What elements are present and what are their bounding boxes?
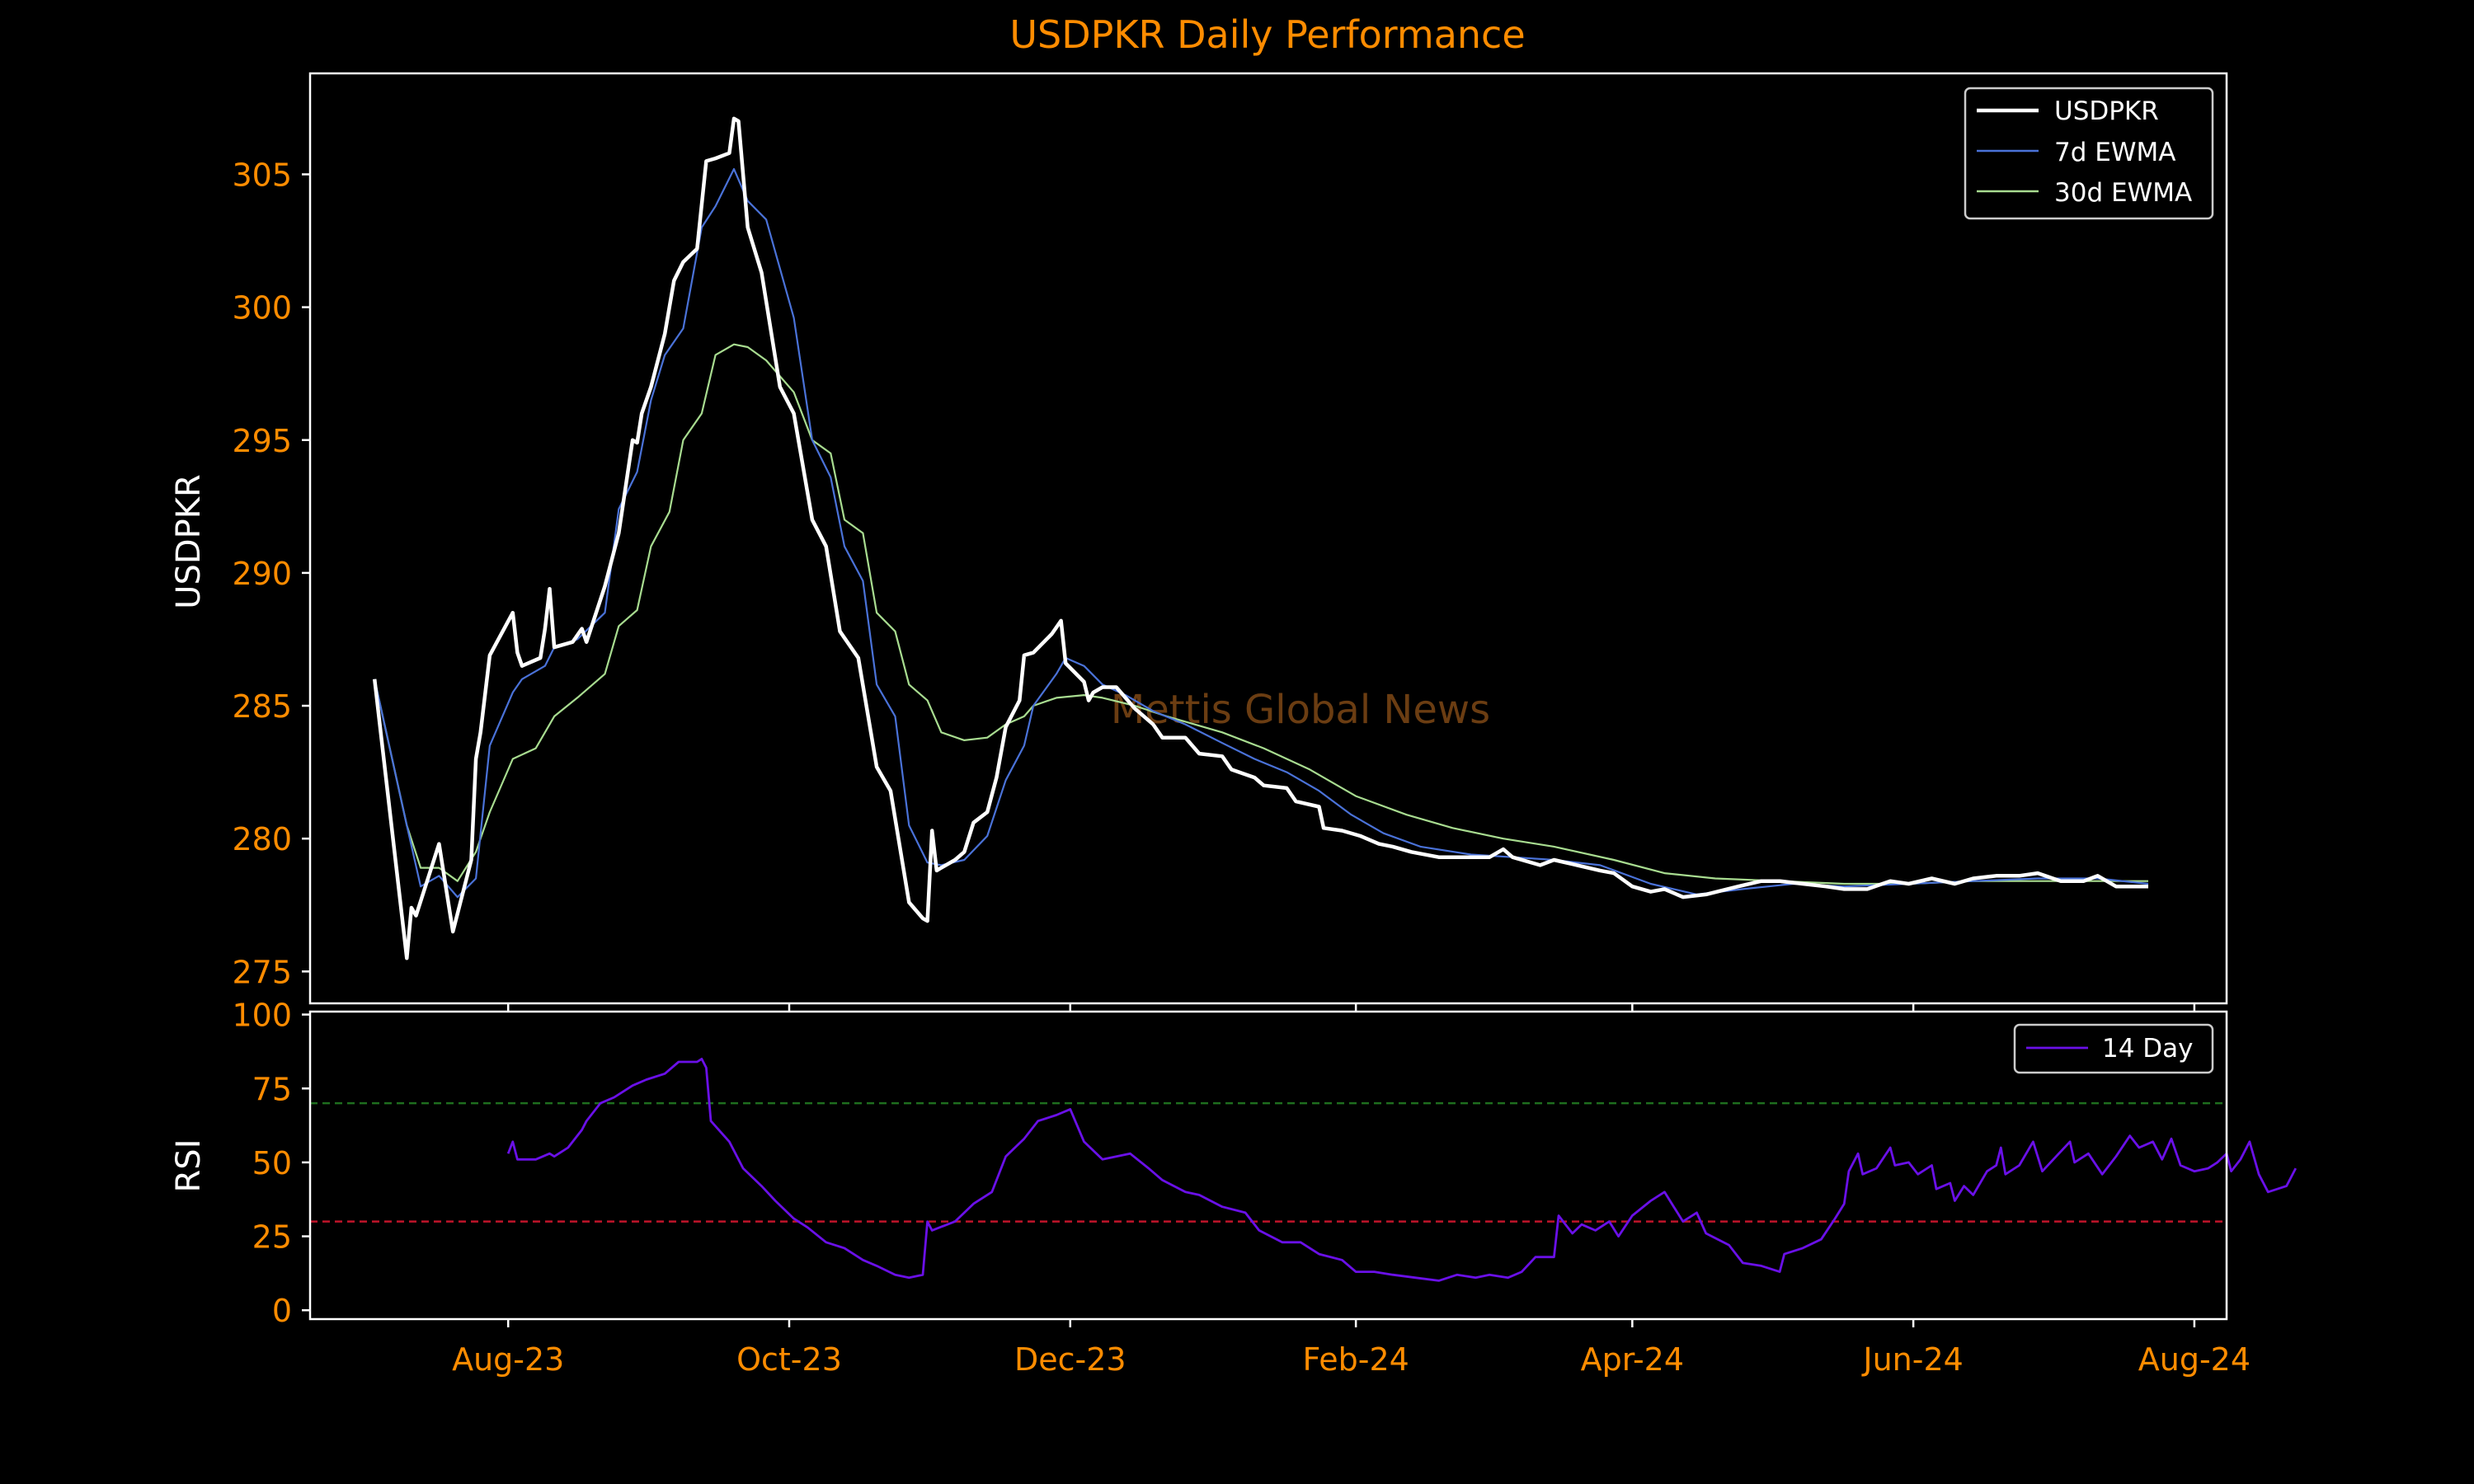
rsi-y-tick-label: 75 <box>252 1071 292 1107</box>
price-legend-box <box>1964 87 2214 220</box>
x-tick-label: Aug-24 <box>2138 1341 2251 1378</box>
price-panel-frame <box>308 72 2228 1005</box>
price-y-axis-label: USDPKR <box>170 474 208 609</box>
x-axis-ticks: Aug-23 Oct-23 Dec-23 Feb-24 Apr-24 Jun-24 Aug-… <box>452 1003 2251 1378</box>
rsi-panel-frame <box>308 1010 2228 1321</box>
x-tick-label: Dec-23 <box>1014 1341 1126 1378</box>
chart-title: USDPKR Daily Performance <box>1009 12 1525 57</box>
rsi-y-tick-label: 25 <box>252 1219 292 1256</box>
price-y-tick-label: 280 <box>232 821 292 857</box>
series-rsi-14-day-line <box>506 1058 2298 1282</box>
series-30d-ewma-line <box>374 343 2148 885</box>
price-y-tick-label: 295 <box>232 423 292 459</box>
x-tick-label: Apr-24 <box>1581 1341 1684 1378</box>
rsi-y-tick-label: 100 <box>232 998 292 1034</box>
price-y-tick-label: 275 <box>232 954 292 990</box>
legend-label-14-day: 14 Day <box>2102 1034 2194 1064</box>
legend-label-usdpkr: USDPKR <box>2054 96 2159 126</box>
rsi-legend-box <box>2013 1023 2214 1074</box>
legend-label-7d-ewma: 7d EWMA <box>2054 138 2175 167</box>
x-tick-label: Aug-23 <box>452 1341 564 1378</box>
price-y-ticks: 275 280 285 290 295 300 305 <box>232 157 310 990</box>
x-tick-label: Jun-24 <box>1861 1341 1963 1378</box>
price-y-tick-label: 300 <box>232 290 292 326</box>
legend-label-30d-ewma: 30d EWMA <box>2054 178 2192 208</box>
x-tick-label: Feb-24 <box>1302 1341 1409 1378</box>
price-y-tick-label: 305 <box>232 157 292 193</box>
rsi-y-tick-label: 50 <box>252 1145 292 1181</box>
rsi-y-axis-label: RSI <box>170 1139 208 1193</box>
watermark: Mettis Global News <box>1111 687 1490 733</box>
rsi-legend: 14 Day <box>2013 1023 2214 1074</box>
price-legend: USDPKR 7d EWMA 30d EWMA <box>1964 87 2214 220</box>
price-y-tick-label: 290 <box>232 556 292 592</box>
x-tick-label: Oct-23 <box>736 1341 842 1378</box>
price-y-tick-label: 285 <box>232 688 292 725</box>
rsi-y-tick-label: 0 <box>272 1293 292 1329</box>
rsi-y-ticks: 0 25 50 75 100 <box>232 998 310 1329</box>
series-usdpkr-line <box>372 116 2148 960</box>
